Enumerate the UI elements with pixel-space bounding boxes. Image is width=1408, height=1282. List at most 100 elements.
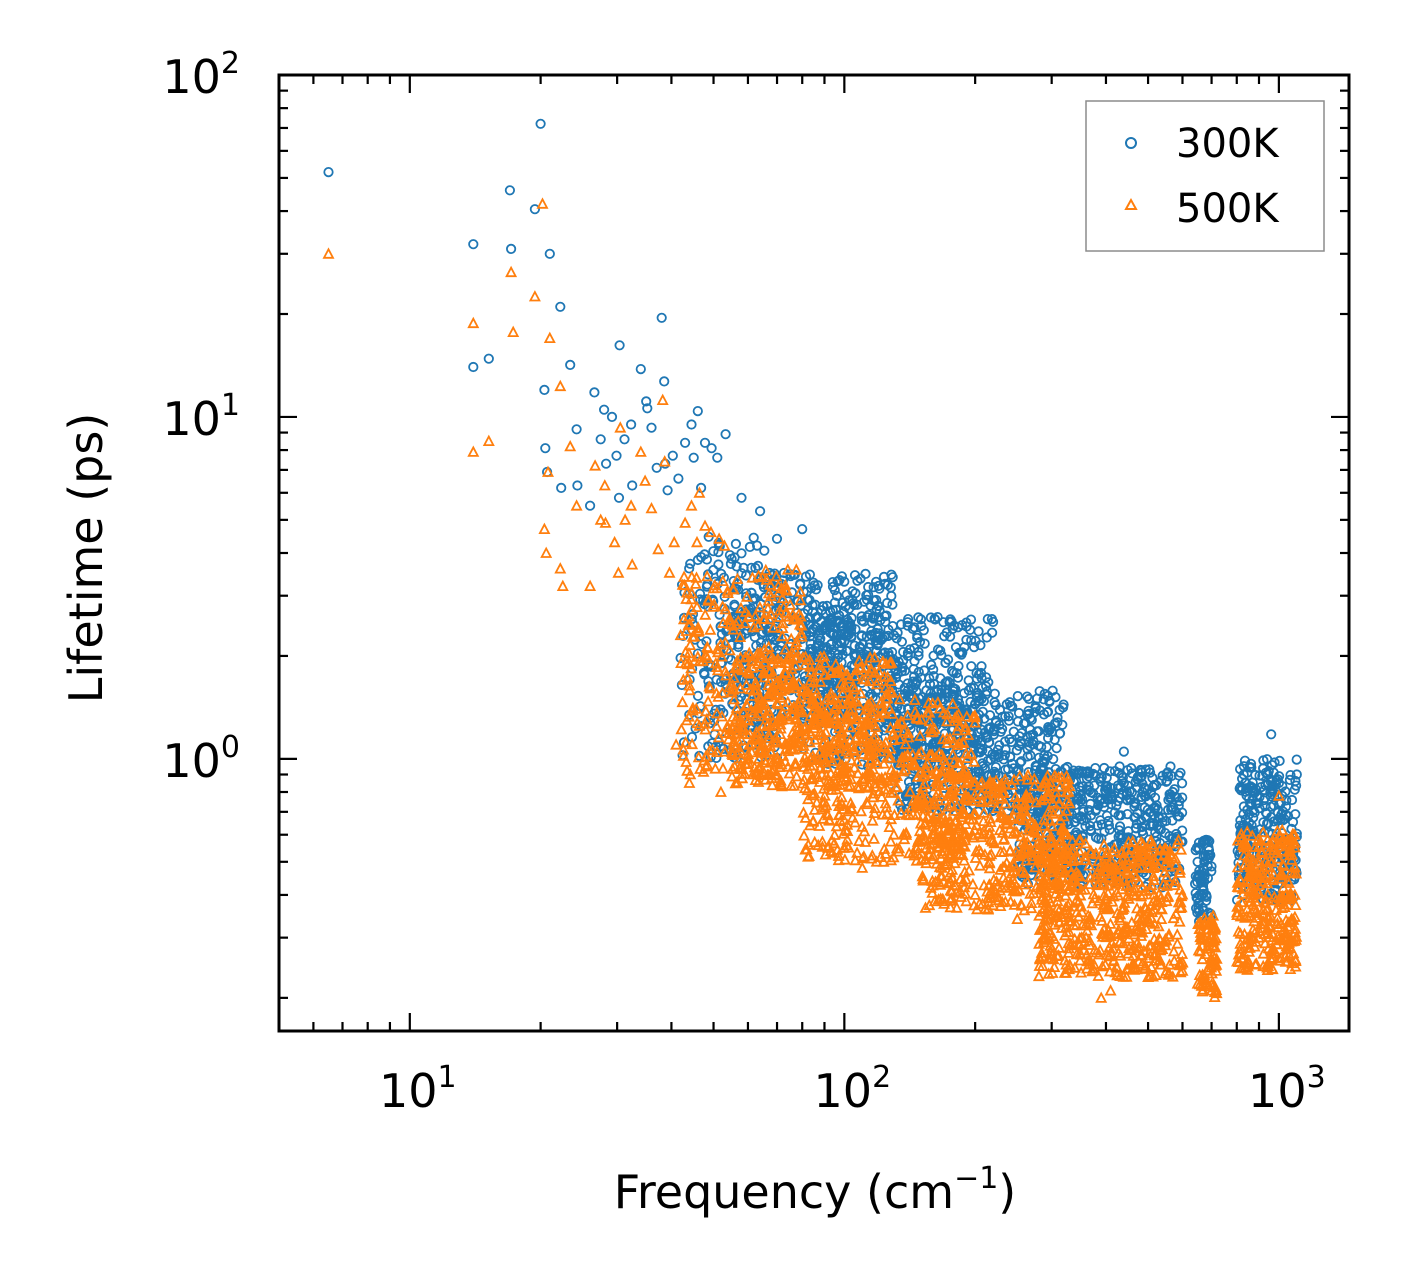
data-point-300k <box>1202 861 1213 872</box>
data-point-500k <box>878 842 891 854</box>
data-point-500k <box>909 798 922 810</box>
data-point-500k <box>900 826 913 838</box>
data-point-300k <box>950 683 961 695</box>
data-point-500k <box>778 683 791 695</box>
data-point-500k <box>999 773 1012 785</box>
data-point-500k <box>781 563 794 575</box>
data-point-500k <box>1086 896 1099 909</box>
data-point-500k <box>867 738 880 750</box>
data-point-500k <box>888 808 901 820</box>
data-point-300k <box>879 578 891 590</box>
data-point-500k <box>868 806 881 818</box>
data-point-500k <box>923 714 936 727</box>
data-point-300k <box>918 625 929 636</box>
data-point-500k <box>877 855 890 867</box>
data-point-300k <box>544 248 555 259</box>
data-point-500k <box>1023 821 1035 833</box>
data-point-300k <box>834 574 845 586</box>
data-point-300k <box>771 533 783 544</box>
data-point-300k <box>1244 817 1255 828</box>
data-point-500k <box>719 635 732 648</box>
data-point-500k <box>718 745 731 757</box>
data-point-500k <box>821 841 834 853</box>
data-point-300k <box>584 500 596 511</box>
data-point-500k <box>807 815 820 827</box>
data-point-500k <box>752 775 765 787</box>
data-point-300k <box>702 569 714 580</box>
data-point-500k <box>746 661 759 673</box>
data-point-300k <box>823 614 835 626</box>
data-point-500k <box>834 730 847 743</box>
data-point-500k <box>746 707 759 719</box>
data-point-300k <box>836 637 847 649</box>
data-point-300k <box>965 682 977 693</box>
data-point-500k <box>802 688 815 700</box>
data-point-500k <box>1174 863 1186 875</box>
data-point-500k <box>726 682 739 695</box>
data-point-500k <box>806 788 819 801</box>
data-point-500k <box>726 762 739 774</box>
data-point-300k <box>797 523 808 535</box>
data-point-500k <box>1035 893 1048 905</box>
data-point-500k <box>958 806 971 818</box>
data-point-500k <box>820 693 833 705</box>
data-point-300k <box>1085 810 1097 821</box>
data-point-500k <box>692 624 705 636</box>
data-point-500k <box>1044 775 1057 787</box>
data-point-500k <box>1043 930 1055 943</box>
data-point-500k <box>754 768 767 781</box>
data-point-500k <box>1028 779 1041 791</box>
data-point-500k <box>1136 949 1149 961</box>
data-point-500k <box>1257 825 1270 838</box>
data-point-500k <box>944 785 957 798</box>
data-point-500k <box>865 700 878 712</box>
data-point-500k <box>1062 883 1075 895</box>
data-point-300k <box>1291 754 1302 765</box>
data-point-500k <box>761 719 774 731</box>
data-point-300k <box>926 713 937 724</box>
data-point-500k <box>1210 986 1223 999</box>
data-point-500k <box>808 675 820 688</box>
data-point-500k <box>771 652 784 664</box>
data-point-500k <box>1043 785 1055 797</box>
data-point-300k <box>555 301 566 312</box>
data-point-300k <box>1248 805 1259 816</box>
data-point-300k <box>831 590 843 601</box>
data-point-300k <box>979 713 990 724</box>
data-point-500k <box>679 735 692 748</box>
data-point-500k <box>775 684 788 696</box>
data-point-500k <box>1073 938 1086 950</box>
data-point-500k <box>911 808 924 820</box>
data-point-500k <box>726 619 739 631</box>
data-point-500k <box>790 650 803 663</box>
data-point-300k <box>1022 744 1033 755</box>
data-point-300k <box>614 340 625 351</box>
data-point-500k <box>939 757 952 770</box>
data-point-500k <box>837 827 850 839</box>
data-point-300k <box>1105 788 1117 799</box>
data-point-500k <box>995 792 1007 804</box>
data-point-500k <box>853 834 865 846</box>
data-point-300k <box>684 563 695 574</box>
data-point-500k <box>1022 843 1034 855</box>
data-point-300k <box>1096 772 1107 783</box>
data-point-300k <box>902 620 913 631</box>
data-point-500k <box>810 700 823 712</box>
data-point-500k <box>736 727 749 739</box>
data-point-300k <box>857 639 869 650</box>
data-point-500k <box>1033 869 1045 881</box>
data-point-500k <box>1160 870 1173 882</box>
data-point-500k <box>1009 803 1022 815</box>
data-point-500k <box>785 632 798 644</box>
data-point-500k <box>797 806 810 818</box>
data-point-300k <box>598 404 610 415</box>
data-point-500k <box>917 768 930 781</box>
data-point-500k <box>960 894 973 907</box>
data-point-500k <box>1083 958 1096 970</box>
data-point-500k <box>821 740 834 752</box>
data-point-300k <box>1032 808 1043 819</box>
data-point-300k <box>971 739 982 750</box>
data-point-300k <box>1104 824 1115 835</box>
data-point-500k <box>1174 965 1187 978</box>
data-point-500k <box>960 710 973 722</box>
